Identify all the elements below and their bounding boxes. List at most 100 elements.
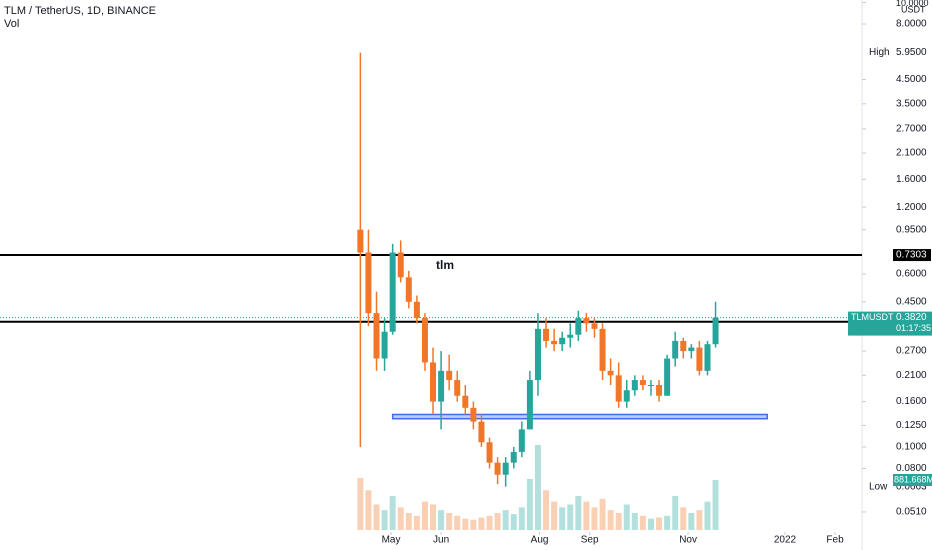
candle-body xyxy=(704,344,711,371)
volume-bar xyxy=(518,507,525,530)
price-label-box xyxy=(893,249,931,262)
candle-body xyxy=(615,375,622,402)
volume-bar xyxy=(575,495,582,530)
x-tick-label: Jun xyxy=(433,535,449,546)
volume-bar xyxy=(365,490,372,530)
volume-bar xyxy=(631,512,638,530)
volume-bar xyxy=(672,495,679,530)
volume-bar xyxy=(599,498,606,530)
support-zone xyxy=(391,413,768,420)
volume-title: Vol xyxy=(4,18,19,30)
candle-body xyxy=(430,362,437,402)
last-price-box xyxy=(848,311,932,336)
volume-bar xyxy=(591,507,598,530)
candle-body xyxy=(664,358,671,396)
y-tick-label: 1.6000 xyxy=(896,174,927,185)
high-name: High xyxy=(869,47,890,58)
x-tick-label: Feb xyxy=(826,535,844,546)
y-tick-label: 4.5000 xyxy=(896,74,927,85)
candle-body xyxy=(413,301,420,319)
y-tick-label: 0.0510 xyxy=(896,507,927,518)
candle-body xyxy=(405,277,412,302)
candle-body xyxy=(365,252,372,314)
volume-bar xyxy=(373,504,380,530)
volume-bar xyxy=(381,510,388,530)
y-tick-label: 0.0800 xyxy=(896,463,927,474)
y-tick-label: 1.2000 xyxy=(896,202,927,213)
volume-bar xyxy=(583,501,590,530)
candle-body xyxy=(518,429,525,452)
candle-body xyxy=(462,395,469,408)
last-price-name: TLMUSDT xyxy=(851,312,894,322)
x-tick-label: Aug xyxy=(531,535,549,546)
candle-body xyxy=(478,421,485,443)
volume-bar xyxy=(526,478,533,530)
volume-bar xyxy=(534,444,541,530)
candle-body xyxy=(688,347,695,352)
price-label: 0.7303 xyxy=(896,250,927,261)
candle-body xyxy=(647,385,654,387)
candle-body xyxy=(397,252,404,278)
volume-bar xyxy=(607,510,614,530)
candle-body xyxy=(599,328,606,371)
y-tick-label: 3.5000 xyxy=(896,98,927,109)
volume-bar xyxy=(397,507,404,530)
volume-bar xyxy=(462,518,469,530)
volume-bar xyxy=(551,501,558,530)
candle-body xyxy=(389,252,396,332)
candle-body xyxy=(381,331,388,359)
volume-bar xyxy=(704,501,711,530)
countdown: 01:17:35 xyxy=(896,323,931,333)
candle-body xyxy=(680,340,687,352)
chart-title: TLM / TetherUS, 1D, BINANCE xyxy=(4,5,156,17)
candle-body xyxy=(631,380,638,391)
candle-body xyxy=(551,340,558,345)
candle-body xyxy=(583,318,590,324)
candle-body xyxy=(510,451,517,463)
last-price-value: 0.3820 xyxy=(896,312,927,323)
candle-body xyxy=(559,337,566,345)
y-tick-label: 10.0000 xyxy=(896,0,929,8)
volume-bar xyxy=(567,504,574,530)
candle-body xyxy=(696,347,703,371)
candle-body xyxy=(639,380,646,386)
candle-body xyxy=(421,318,428,363)
volume-label: 881.668M xyxy=(894,474,932,484)
volume-bar xyxy=(712,480,719,530)
volume-bar xyxy=(438,510,445,530)
candle-body xyxy=(526,380,533,430)
low-value: 0.0663 xyxy=(896,481,927,492)
volume-bar xyxy=(615,512,622,530)
volume-bar xyxy=(454,515,461,530)
x-tick-label: Sep xyxy=(581,535,599,546)
candle-body xyxy=(438,370,445,402)
y-tick-label: 0.2100 xyxy=(896,370,927,381)
y-tick-label: 2.7000 xyxy=(896,123,927,134)
volume-bar xyxy=(696,510,703,530)
candle-body xyxy=(712,317,719,345)
candle-body xyxy=(446,370,453,381)
candle-body xyxy=(454,380,461,396)
volume-bar xyxy=(405,512,412,530)
volume-bar xyxy=(664,515,671,530)
volume-bar xyxy=(656,517,663,530)
volume-bar xyxy=(486,515,493,530)
y-tick-label: 2.1000 xyxy=(896,148,927,159)
volume-label-box xyxy=(893,474,932,487)
volume-bar xyxy=(413,515,420,530)
y-tick-label: 0.6000 xyxy=(896,269,927,280)
y-tick-label: 0.2700 xyxy=(896,346,927,357)
candle-body xyxy=(607,370,614,376)
volume-bar xyxy=(502,510,509,530)
candle-body xyxy=(591,323,598,329)
candle-body xyxy=(357,229,364,253)
candle-body xyxy=(486,442,493,463)
volume-bar xyxy=(446,512,453,530)
y-tick-label: 0.4500 xyxy=(896,296,927,307)
high-value: 5.9500 xyxy=(896,47,927,58)
x-tick-label: 2022 xyxy=(774,535,797,546)
x-tick-label: May xyxy=(382,535,401,546)
volume-bar xyxy=(421,501,428,530)
candle-body xyxy=(494,462,501,475)
